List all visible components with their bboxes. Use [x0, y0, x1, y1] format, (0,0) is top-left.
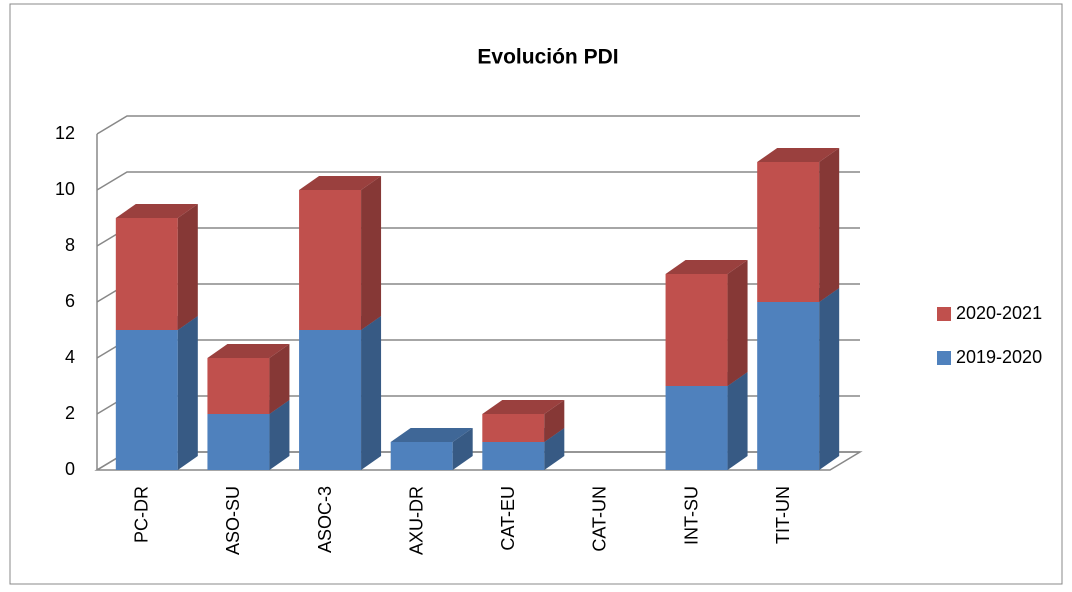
y-tick-label: 8: [65, 235, 75, 255]
bar-side: [819, 148, 840, 302]
bar-side: [819, 288, 840, 470]
bar-top: [115, 204, 198, 218]
bar-side: [361, 176, 382, 330]
bar: [207, 358, 270, 414]
grid-line: [96, 115, 860, 135]
bar-side: [269, 344, 290, 414]
x-tick-label: INT-SU: [681, 486, 701, 545]
bar-top: [757, 148, 840, 162]
y-tick-label: 6: [65, 291, 75, 311]
bar-side: [177, 204, 198, 330]
bar-top: [207, 344, 290, 358]
y-tick-label: 12: [55, 123, 75, 143]
x-tick-label: ASO-SU: [223, 486, 243, 555]
bar-top: [665, 260, 748, 274]
x-tick-label: CAT-UN: [590, 486, 610, 552]
y-tick-label: 2: [65, 403, 75, 423]
bar-side: [177, 316, 198, 470]
bar: [299, 190, 362, 330]
bar: [757, 162, 820, 302]
bar: [115, 330, 178, 470]
y-tick-label: 4: [65, 347, 75, 367]
bar-side: [269, 400, 290, 470]
legend-swatch: [937, 307, 951, 321]
bar: [757, 302, 820, 470]
bar: [482, 414, 545, 442]
x-tick-label: ASOC-3: [315, 486, 335, 553]
bar-top: [299, 176, 382, 190]
legend-label: 2019-2020: [956, 347, 1042, 367]
y-tick-label: 0: [65, 459, 75, 479]
bar-top: [482, 400, 565, 414]
x-tick-label: TIT-UN: [773, 486, 793, 544]
bar-side: [361, 316, 382, 470]
legend-swatch: [937, 351, 951, 365]
bar: [390, 442, 453, 470]
y-tick-label: 10: [55, 179, 75, 199]
chart-title: Evolución PDI: [477, 46, 618, 69]
bar: [665, 386, 728, 470]
bar: [207, 414, 270, 470]
bar: [115, 218, 178, 330]
bar-top: [390, 428, 473, 442]
x-tick-label: PC-DR: [132, 486, 152, 543]
bar: [665, 274, 728, 386]
bar: [482, 442, 545, 470]
grid-line: [96, 171, 860, 191]
x-tick-label: AXU-DR: [406, 486, 426, 555]
x-tick-label: CAT-EU: [498, 486, 518, 551]
bar-side: [727, 372, 748, 470]
bar-side: [727, 260, 748, 386]
bar: [299, 330, 362, 470]
legend-label: 2020-2021: [956, 303, 1042, 323]
